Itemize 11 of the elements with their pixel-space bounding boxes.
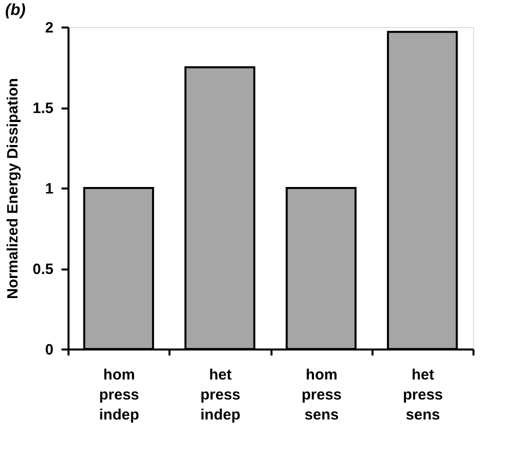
y-tick-label: 1 [45,180,54,198]
y-tick-label: 1.5 [32,100,54,117]
y-tick-label: 2 [45,20,54,36]
y-axis-title: Normalized Energy Dissipation [4,78,22,299]
x-tick-label: het press sens [402,366,443,424]
chart-title: (b) [5,2,26,19]
y-tick-label: 0.5 [32,261,54,278]
x-tick-label: het press indep [200,366,240,424]
x-tick-label: hom press sens [302,366,342,424]
y-tick-label: 0 [45,342,54,358]
x-tick-label: hom press indep [99,366,140,424]
